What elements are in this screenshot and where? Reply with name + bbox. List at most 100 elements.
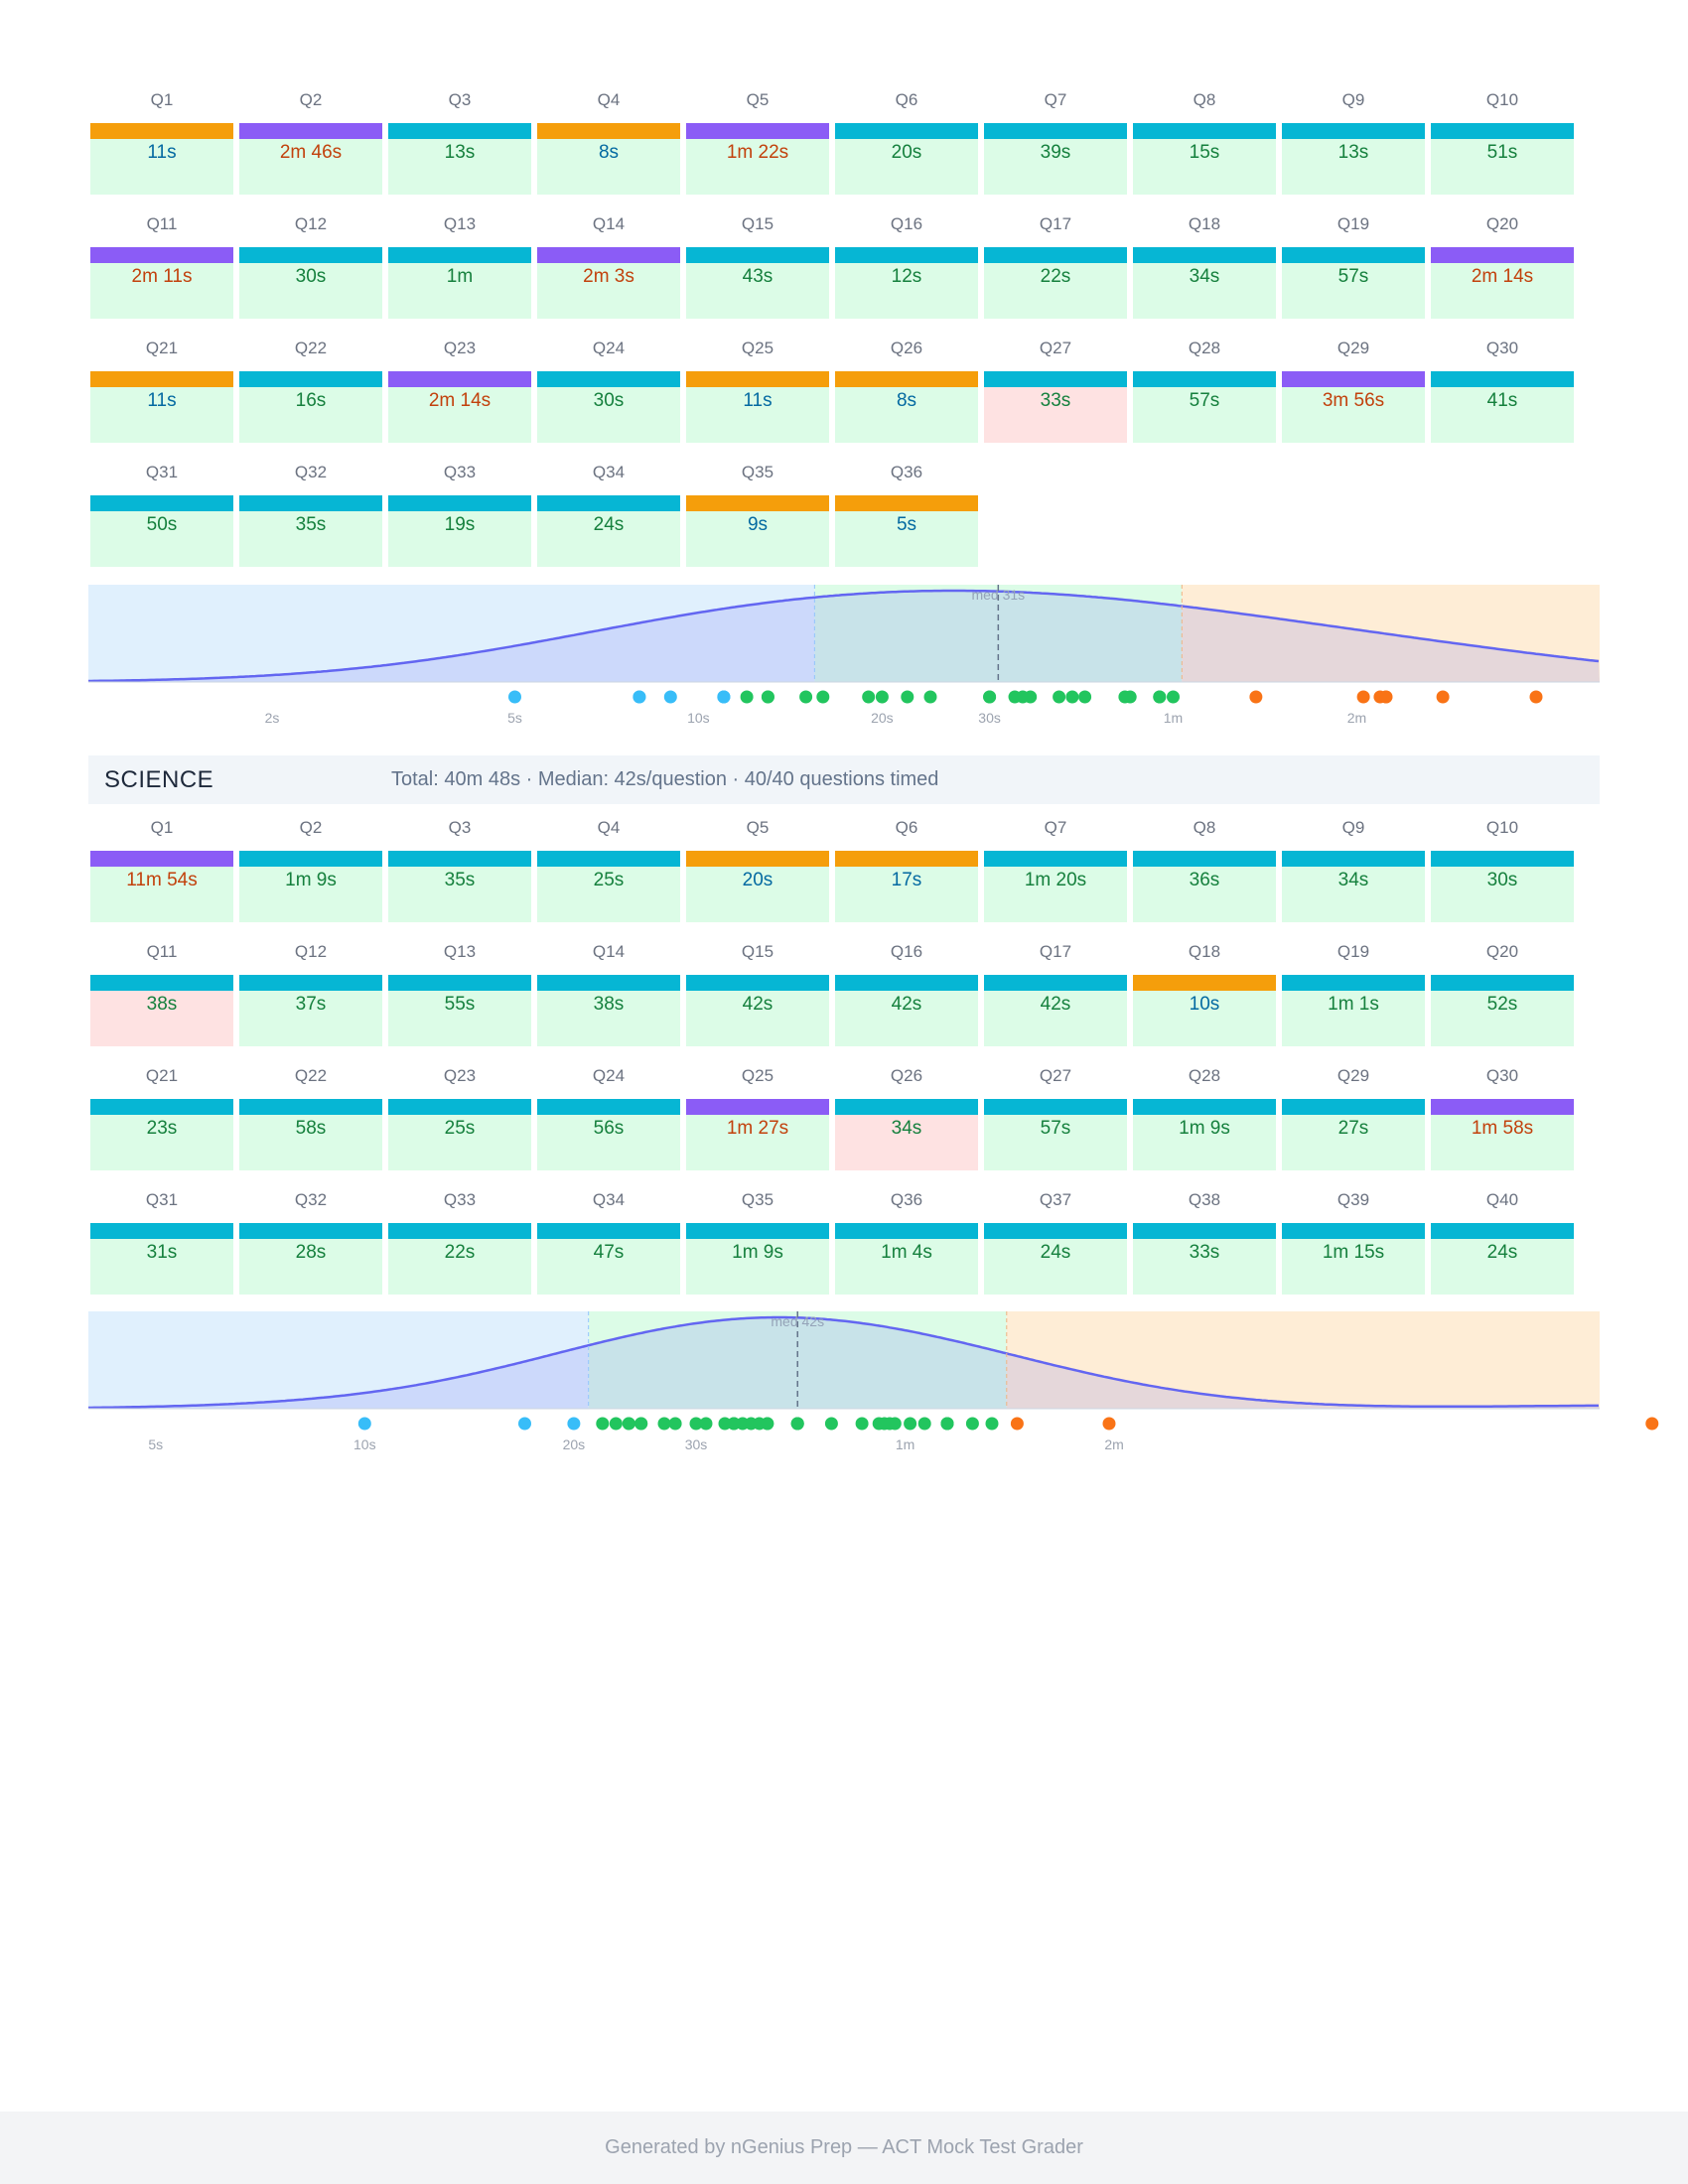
question-cell[interactable]: Q22 16s: [239, 338, 382, 447]
question-cell[interactable]: Q38 33s: [1133, 1189, 1276, 1298]
question-cell[interactable]: Q23 25s: [388, 1065, 531, 1174]
question-label: Q15: [741, 942, 774, 961]
question-cell[interactable]: Q5 20s: [686, 817, 829, 926]
question-time: 11m 54s: [126, 870, 198, 890]
question-cell[interactable]: Q11 38s: [90, 941, 233, 1050]
question-cell[interactable]: Q22 58s: [239, 1065, 382, 1174]
question-cell[interactable]: Q3 35s: [388, 817, 531, 926]
question-cell[interactable]: Q35 9s: [686, 462, 829, 571]
question-cell[interactable]: Q9 13s: [1282, 89, 1425, 199]
question-time: 8s: [598, 142, 620, 163]
question-cell[interactable]: Q20 52s: [1431, 941, 1574, 1050]
question-cell[interactable]: Q9 34s: [1282, 817, 1425, 926]
question-cell[interactable]: Q17 22s: [984, 213, 1127, 323]
question-cell[interactable]: Q12 37s: [239, 941, 382, 1050]
question-cell[interactable]: Q26 34s: [835, 1065, 978, 1174]
question-cell[interactable]: Q23 2m 14s: [388, 338, 531, 447]
question-cell[interactable]: Q13 55s: [388, 941, 531, 1050]
question-cell[interactable]: Q2 1m 9s: [239, 817, 382, 926]
question-cell[interactable]: Q21 11s: [90, 338, 233, 447]
question-cell[interactable]: Q24 30s: [537, 338, 680, 447]
question-cell[interactable]: Q19 57s: [1282, 213, 1425, 323]
question-cell[interactable]: Q28 1m 9s: [1133, 1065, 1276, 1174]
question-cell[interactable]: Q7 39s: [984, 89, 1127, 199]
question-cell[interactable]: Q31 50s: [90, 462, 233, 571]
question-label: Q7: [1044, 818, 1067, 837]
timing-dot: [761, 1417, 774, 1431]
question-cell[interactable]: Q34 24s: [537, 462, 680, 571]
question-cell[interactable]: Q16 12s: [835, 213, 978, 323]
question-cell[interactable]: Q34 47s: [537, 1189, 680, 1298]
question-cell[interactable]: Q18 34s: [1133, 213, 1276, 323]
question-time-box: [835, 387, 978, 443]
question-cell[interactable]: Q6 17s: [835, 817, 978, 926]
question-cell[interactable]: Q8 36s: [1133, 817, 1276, 926]
question-cell[interactable]: Q33 19s: [388, 462, 531, 571]
question-cell[interactable]: Q4 25s: [537, 817, 680, 926]
question-cell[interactable]: Q10 30s: [1431, 817, 1574, 926]
question-cell[interactable]: Q1 11m 54s: [90, 817, 233, 926]
question-cell[interactable]: Q4 8s: [537, 89, 680, 199]
question-cell[interactable]: Q28 57s: [1133, 338, 1276, 447]
question-cell[interactable]: Q18 10s: [1133, 941, 1276, 1050]
question-cell[interactable]: Q16 42s: [835, 941, 978, 1050]
pace-bar: [388, 123, 531, 139]
question-cell[interactable]: Q24 56s: [537, 1065, 680, 1174]
question-cell[interactable]: Q25 11s: [686, 338, 829, 447]
question-time: 3m 56s: [1322, 390, 1385, 411]
question-cell[interactable]: Q2 2m 46s: [239, 89, 382, 199]
question-cell[interactable]: Q6 20s: [835, 89, 978, 199]
pace-bar: [1282, 975, 1425, 991]
question-cell[interactable]: Q36 1m 4s: [835, 1189, 978, 1298]
question-cell[interactable]: Q13 1m: [388, 213, 531, 323]
question-cell[interactable]: Q12 30s: [239, 213, 382, 323]
question-cell[interactable]: Q5 1m 22s: [686, 89, 829, 199]
question-time: 9s: [747, 514, 769, 535]
question-cell[interactable]: Q32 35s: [239, 462, 382, 571]
question-cell[interactable]: Q15 42s: [686, 941, 829, 1050]
question-cell[interactable]: Q39 1m 15s: [1282, 1189, 1425, 1298]
question-cell[interactable]: Q37 24s: [984, 1189, 1127, 1298]
question-cell[interactable]: Q32 28s: [239, 1189, 382, 1298]
question-cell[interactable]: Q10 51s: [1431, 89, 1574, 199]
question-cell[interactable]: Q17 42s: [984, 941, 1127, 1050]
question-cell[interactable]: Q29 27s: [1282, 1065, 1425, 1174]
question-cell[interactable]: Q26 8s: [835, 338, 978, 447]
question-cell[interactable]: Q40 24s: [1431, 1189, 1574, 1298]
question-time-box: [90, 1239, 233, 1295]
question-cell[interactable]: Q27 57s: [984, 1065, 1127, 1174]
question-label: Q31: [145, 1190, 179, 1209]
question-cell[interactable]: Q19 1m 1s: [1282, 941, 1425, 1050]
timing-dot: [1436, 690, 1450, 704]
question-cell[interactable]: Q30 41s: [1431, 338, 1574, 447]
question-time: 13s: [444, 142, 476, 163]
question-label: Q7: [1044, 90, 1067, 109]
question-time: 28s: [295, 1242, 327, 1263]
pace-bar: [984, 123, 1127, 139]
question-cell[interactable]: Q29 3m 56s: [1282, 338, 1425, 447]
question-cell[interactable]: Q33 22s: [388, 1189, 531, 1298]
question-cell[interactable]: Q15 43s: [686, 213, 829, 323]
question-time-box: [835, 263, 978, 319]
question-time-box: [90, 991, 233, 1046]
question-cell[interactable]: Q31 31s: [90, 1189, 233, 1298]
question-cell[interactable]: Q25 1m 27s: [686, 1065, 829, 1174]
timing-dot: [1249, 690, 1263, 704]
question-label: Q27: [1039, 339, 1072, 357]
question-cell[interactable]: Q30 1m 58s: [1431, 1065, 1574, 1174]
question-cell[interactable]: Q35 1m 9s: [686, 1189, 829, 1298]
question-cell[interactable]: Q27 33s: [984, 338, 1127, 447]
density-area: [88, 591, 1600, 682]
question-cell[interactable]: Q20 2m 14s: [1431, 213, 1574, 323]
question-cell[interactable]: Q8 15s: [1133, 89, 1276, 199]
question-cell[interactable]: Q21 23s: [90, 1065, 233, 1174]
question-cell[interactable]: Q11 2m 11s: [90, 213, 233, 323]
question-cell[interactable]: Q3 13s: [388, 89, 531, 199]
question-cell[interactable]: Q36 5s: [835, 462, 978, 571]
question-label: Q16: [890, 942, 923, 961]
question-cell[interactable]: Q14 38s: [537, 941, 680, 1050]
question-cell[interactable]: Q7 1m 20s: [984, 817, 1127, 926]
question-cell[interactable]: Q14 2m 3s: [537, 213, 680, 323]
pace-bar: [239, 123, 382, 139]
question-cell[interactable]: Q1 11s: [90, 89, 233, 199]
